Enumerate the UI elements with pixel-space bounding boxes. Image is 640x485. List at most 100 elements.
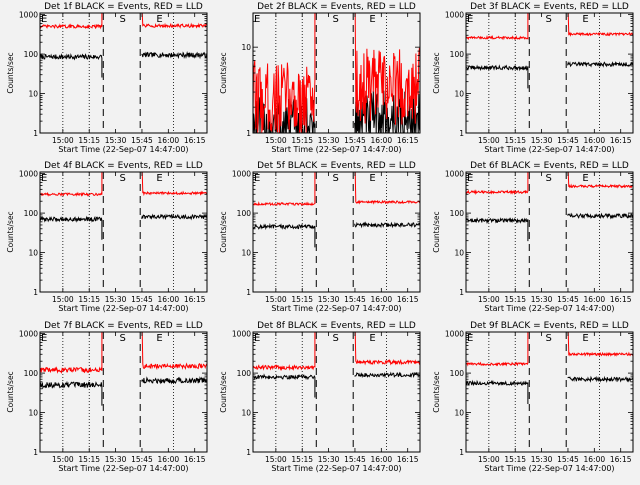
x-tick-label: 15:00 (265, 136, 287, 145)
saa-end-marker: E (582, 333, 588, 344)
x-tick-label: 15:45 (557, 295, 579, 304)
panel-title: Det 2f BLACK = Events, RED = LLD (257, 2, 416, 12)
y-tick-label: 10 (454, 90, 464, 99)
x-tick-label: 15:00 (478, 455, 500, 464)
y-tick-label: 10 (28, 249, 38, 258)
y-tick-label: 1000 (445, 11, 464, 20)
lld-series-line (567, 331, 634, 357)
panel-det-9: Det 9f BLACK = Events, RED = LLD S E E 1 10 10… (432, 321, 634, 473)
panel-title: Det 8f BLACK = Events, RED = LLD (257, 321, 416, 331)
lld-series-line (252, 13, 316, 134)
y-axis-label: Counts/sec (6, 371, 15, 412)
lld-series-line (354, 171, 421, 205)
saa-end-marker: E (369, 173, 375, 184)
x-tick-label: 16:00 (158, 136, 180, 145)
events-series-line (465, 64, 529, 89)
x-tick-label: 16:00 (158, 455, 180, 464)
y-axis-label: Counts/sec (219, 211, 228, 252)
y-tick-label: 1 (246, 448, 251, 457)
x-tick-label: 15:30 (105, 136, 127, 145)
x-tick-label: 15:15 (291, 455, 313, 464)
y-tick-label: 100 (450, 369, 465, 378)
x-tick-label: 16:00 (584, 295, 606, 304)
x-tick-label: 15:30 (105, 295, 127, 304)
events-series-line (141, 376, 208, 385)
y-tick-label: 100 (24, 50, 39, 59)
y-tick-label: 10 (28, 90, 38, 99)
y-tick-label: 100 (24, 209, 39, 218)
panel-title: Det 5f BLACK = Events, RED = LLD (257, 161, 416, 171)
y-tick-label: 1 (459, 448, 464, 457)
x-tick-label: 15:00 (52, 136, 74, 145)
x-tick-label: 15:00 (478, 295, 500, 304)
panel-det-3: Det 3f BLACK = Events, RED = LLD S E E 1 10 10… (432, 2, 634, 154)
x-tick-label: 16:15 (610, 136, 632, 145)
x-tick-label: 15:15 (291, 136, 313, 145)
x-tick-label: 15:15 (504, 136, 526, 145)
lld-series-line (141, 171, 208, 197)
y-tick-label: 1 (33, 448, 38, 457)
events-series-line (39, 52, 103, 78)
y-tick-label: 1000 (232, 170, 251, 179)
y-tick-label: 10 (241, 409, 251, 418)
x-tick-label: 16:00 (584, 136, 606, 145)
y-tick-label: 1 (459, 129, 464, 138)
events-series-line (141, 213, 208, 221)
events-series-line (567, 61, 634, 68)
x-tick-label: 16:00 (158, 295, 180, 304)
corner-end-marker: E (41, 333, 47, 344)
x-tick-label: 16:15 (397, 295, 419, 304)
saa-start-marker: S (119, 333, 125, 344)
panel-det-7: Det 7f BLACK = Events, RED = LLD S E E 1 10 10… (6, 321, 208, 473)
x-tick-label: 15:45 (557, 455, 579, 464)
y-axis-label: Counts/sec (432, 52, 441, 93)
x-tick-label: 16:15 (610, 295, 632, 304)
panel-title: Det 1f BLACK = Events, RED = LLD (44, 2, 203, 12)
saa-end-marker: E (369, 14, 375, 25)
lld-series-line (465, 172, 529, 196)
saa-start-marker: S (545, 333, 551, 344)
x-tick-label: 15:30 (531, 455, 553, 464)
y-tick-label: 100 (24, 369, 39, 378)
y-axis-label: Counts/sec (432, 371, 441, 412)
x-tick-label: 16:15 (610, 455, 632, 464)
x-tick-label: 15:45 (131, 136, 153, 145)
x-tick-label: 16:15 (184, 295, 206, 304)
panel-det-4: Det 4f BLACK = Events, RED = LLD S E E 1 10 10… (6, 161, 208, 313)
x-axis-label: Start Time (22-Sep-07 14:47:00) (271, 145, 401, 154)
saa-end-marker: E (582, 173, 588, 184)
x-axis-label: Start Time (22-Sep-07 14:47:00) (58, 464, 188, 473)
x-tick-label: 16:15 (397, 136, 419, 145)
x-tick-label: 15:15 (78, 136, 100, 145)
events-series-line (354, 371, 421, 379)
y-tick-label: 10 (241, 249, 251, 258)
x-tick-label: 16:00 (584, 455, 606, 464)
x-tick-label: 15:45 (344, 136, 366, 145)
x-tick-label: 16:00 (371, 136, 393, 145)
saa-end-marker: E (156, 14, 162, 25)
saa-start-marker: S (545, 173, 551, 184)
y-tick-label: 1 (246, 129, 251, 138)
y-tick-label: 100 (237, 369, 252, 378)
x-axis-label: Start Time (22-Sep-07 14:47:00) (484, 145, 614, 154)
x-axis-label: Start Time (22-Sep-07 14:47:00) (58, 304, 188, 313)
corner-end-marker: E (254, 333, 260, 344)
x-tick-label: 15:30 (531, 136, 553, 145)
y-tick-label: 1 (459, 288, 464, 297)
x-tick-label: 15:45 (344, 295, 366, 304)
y-tick-label: 1 (33, 129, 38, 138)
plot-frame (465, 171, 634, 293)
panel-title: Det 7f BLACK = Events, RED = LLD (44, 321, 203, 331)
x-tick-label: 15:15 (78, 455, 100, 464)
x-tick-label: 15:30 (318, 136, 340, 145)
corner-end-marker: E (467, 173, 473, 184)
y-tick-label: 100 (450, 50, 465, 59)
y-tick-label: 10 (241, 43, 251, 52)
panel-title: Det 4f BLACK = Events, RED = LLD (44, 161, 203, 171)
lld-series-line (39, 172, 103, 197)
saa-end-marker: E (369, 333, 375, 344)
x-tick-label: 15:00 (265, 455, 287, 464)
x-tick-label: 15:30 (531, 295, 553, 304)
y-axis-label: Counts/sec (432, 211, 441, 252)
